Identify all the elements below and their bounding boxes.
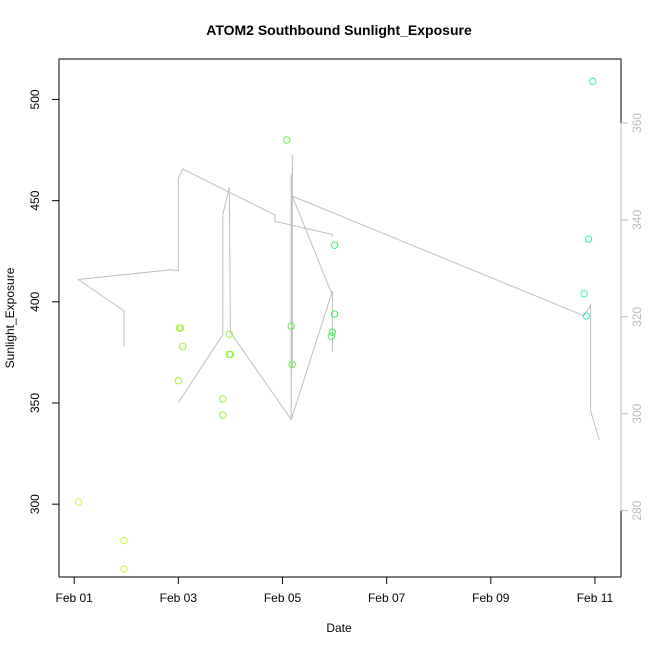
data-point [287, 322, 295, 330]
x-tick-label: Feb 07 [368, 591, 406, 605]
x-axis-label: Date [326, 621, 352, 635]
point-series-layer [74, 77, 597, 573]
series-line [77, 168, 333, 346]
data-point [120, 565, 128, 573]
y-axis-label: Sunlight_Exposure [3, 267, 17, 368]
y2-tick-label: 300 [630, 403, 644, 423]
y-tick-label: 350 [28, 393, 42, 413]
y2-tick-label: 320 [630, 306, 644, 326]
y-axis-right: 280 300 320 340 360 [620, 113, 644, 521]
data-point [174, 377, 183, 385]
line-series-layer [77, 154, 600, 441]
x-axis: Feb 01 Feb 03 Feb 05 Feb 07 Feb 09 Feb 11 [56, 576, 614, 605]
y-tick-label: 300 [28, 494, 42, 514]
data-point [219, 395, 227, 403]
y-tick-label: 450 [28, 190, 42, 210]
x-tick-label: Feb 11 [577, 591, 614, 605]
data-point [283, 136, 291, 144]
data-point [327, 332, 336, 340]
data-point [225, 330, 234, 338]
y2-tick-label: 360 [630, 113, 644, 133]
data-point [330, 241, 339, 249]
data-point [178, 342, 187, 351]
x-tick-label: Feb 03 [160, 591, 198, 605]
data-point [582, 312, 590, 320]
data-point [328, 328, 337, 336]
y2-tick-label: 280 [630, 500, 644, 520]
data-point [589, 77, 597, 85]
data-point [330, 310, 339, 318]
series-line [177, 154, 600, 441]
x-tick-label: Feb 01 [56, 591, 94, 605]
y-axis-left: 300 350 400 450 500 [28, 89, 60, 514]
y-tick-label: 400 [28, 291, 42, 311]
data-point [120, 536, 128, 545]
data-point [584, 235, 593, 243]
data-point [288, 360, 296, 369]
chart-title: ATOM2 Southbound Sunlight_Exposure [206, 22, 472, 38]
data-point [219, 411, 227, 419]
data-point [74, 498, 83, 506]
y2-tick-label: 340 [630, 210, 644, 230]
x-tick-label: Feb 05 [264, 591, 302, 605]
x-tick-label: Feb 09 [472, 591, 510, 605]
plot-frame [58, 58, 622, 578]
data-point [226, 350, 235, 359]
data-point [176, 324, 185, 332]
data-point [580, 290, 588, 298]
y-tick-label: 500 [28, 89, 42, 109]
